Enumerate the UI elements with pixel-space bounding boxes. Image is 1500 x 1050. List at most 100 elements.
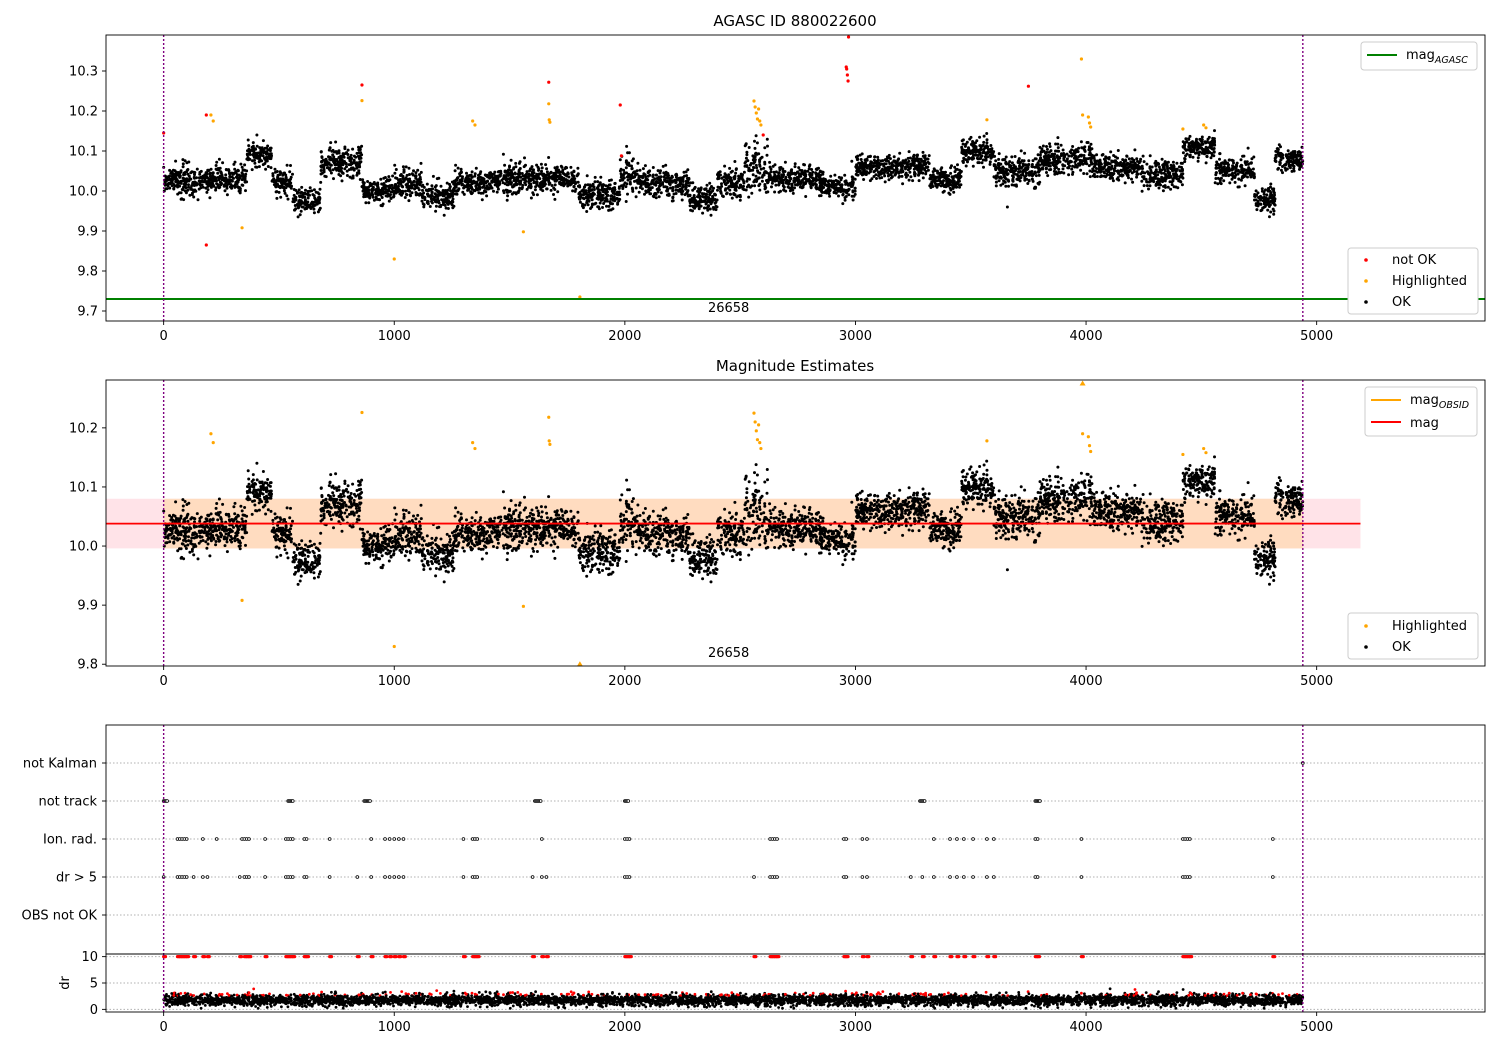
ok-point (545, 187, 549, 191)
ok-point (852, 194, 856, 198)
ok-point (1163, 169, 1167, 173)
ok-point (276, 173, 280, 177)
ok-point (365, 186, 369, 190)
ok-point (390, 187, 394, 191)
ok-point (532, 181, 536, 185)
ok-point (562, 184, 566, 188)
ok-point (601, 184, 604, 188)
ok-point (221, 161, 225, 165)
ok-point (875, 162, 879, 166)
ok-point (964, 164, 968, 168)
ok-point (1137, 165, 1141, 169)
ok-point (738, 195, 742, 199)
ok-point (921, 171, 925, 175)
ok-point (451, 206, 455, 210)
ok-point (716, 188, 719, 192)
ok-point (329, 141, 333, 145)
ok-point (1002, 169, 1006, 173)
ok-point (727, 173, 731, 177)
ok-point (820, 189, 823, 193)
ok-point (624, 200, 628, 203)
ok-point (308, 193, 311, 197)
ok-point (1097, 163, 1100, 166)
ok-point (585, 174, 589, 178)
ok-point (768, 160, 772, 164)
ok-point (211, 171, 215, 175)
ok-point (887, 178, 891, 182)
ok-point (423, 198, 427, 202)
ok-point (168, 186, 172, 190)
ok-point (403, 189, 407, 193)
ok-point (705, 183, 709, 187)
ok-point (1034, 174, 1038, 178)
ok-point (616, 190, 619, 194)
ok-point (637, 176, 641, 180)
ok-point (570, 180, 574, 184)
ok-point (543, 176, 547, 180)
ok-point (394, 186, 398, 190)
ok-point (1014, 165, 1017, 169)
ok-point (425, 182, 429, 186)
ok-point (916, 158, 920, 162)
ok-point (1007, 184, 1010, 188)
ok-point (205, 182, 209, 186)
ok-point (1048, 164, 1052, 168)
ok-point (227, 180, 231, 184)
ok-point (394, 183, 398, 186)
ok-point (1192, 144, 1196, 148)
ok-point (782, 173, 786, 177)
ok-point (825, 184, 829, 188)
ok-point (665, 180, 668, 184)
ok-point (765, 153, 769, 157)
ok-point (355, 166, 359, 170)
ok-point (922, 163, 926, 167)
ok-point (1082, 172, 1086, 175)
ok-point (1089, 153, 1093, 157)
ok-point (793, 165, 797, 169)
ok-point (496, 187, 500, 191)
ok-point (661, 182, 665, 186)
ok-point (576, 173, 580, 177)
ok-point (661, 164, 665, 168)
ok-point (212, 184, 216, 188)
ok-point (490, 179, 494, 183)
ok-point (856, 170, 860, 173)
ok-point (793, 186, 796, 190)
ok-point (927, 162, 931, 165)
ok-point (462, 192, 466, 196)
ok-point (942, 174, 946, 178)
ok-point (908, 166, 912, 170)
ok-point (1023, 178, 1027, 182)
ok-point (357, 148, 361, 152)
ok-point (1081, 146, 1085, 150)
ok-point (408, 186, 412, 190)
ok-point (1126, 166, 1130, 170)
ok-point (1157, 186, 1161, 190)
ok-point (788, 176, 792, 179)
ok-point (742, 181, 746, 185)
ok-point (985, 141, 989, 145)
ok-point (794, 171, 798, 175)
ok-point (187, 174, 191, 178)
ok-point (1048, 142, 1052, 146)
ok-point (896, 158, 900, 162)
ok-point (454, 185, 457, 189)
ok-point (770, 185, 773, 189)
ok-point (774, 170, 778, 174)
ok-point (1195, 137, 1198, 141)
ok-point (590, 198, 594, 202)
ok-point (712, 186, 715, 190)
ok-point (577, 195, 581, 199)
ok-point (715, 198, 719, 202)
ok-point (1058, 156, 1062, 160)
ok-point (577, 192, 581, 195)
ok-point (808, 172, 812, 176)
ok-point (873, 164, 877, 168)
ok-point (300, 185, 304, 189)
ok-point (809, 186, 813, 190)
ok-point (832, 191, 836, 195)
ok-point (442, 213, 446, 217)
ok-point (509, 176, 513, 180)
ok-point (607, 179, 611, 182)
ok-point (982, 134, 986, 138)
